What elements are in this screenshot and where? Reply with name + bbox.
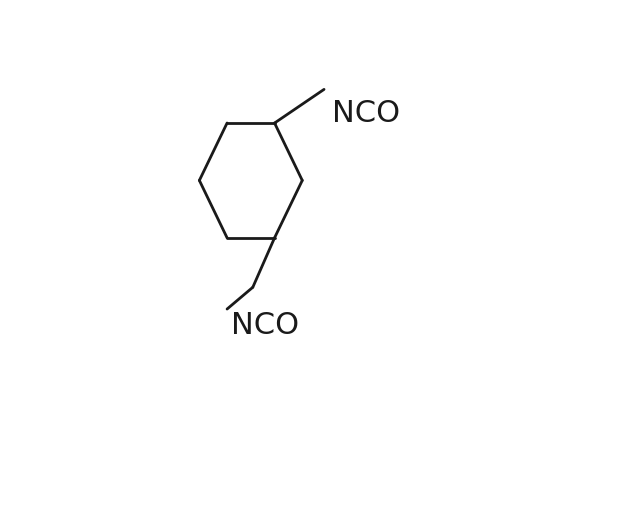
Text: NCO: NCO — [231, 311, 299, 340]
Text: NCO: NCO — [332, 99, 400, 128]
